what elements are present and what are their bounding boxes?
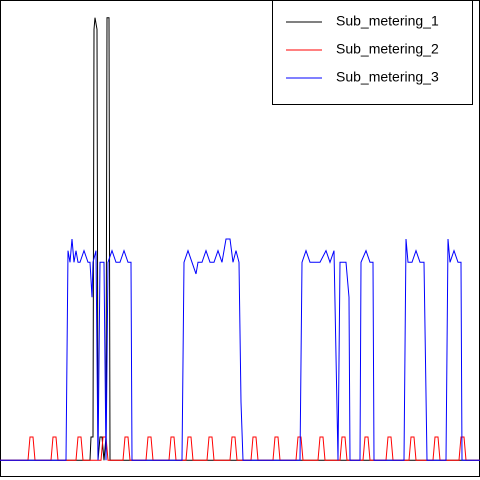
series-line	[0, 436, 480, 461]
legend-label: Sub_metering_3	[336, 69, 439, 85]
legend-label: Sub_metering_1	[336, 13, 439, 29]
legend-label: Sub_metering_2	[336, 41, 439, 57]
series-line	[0, 17, 480, 461]
legend-box	[272, 0, 473, 105]
series-line	[0, 238, 480, 461]
